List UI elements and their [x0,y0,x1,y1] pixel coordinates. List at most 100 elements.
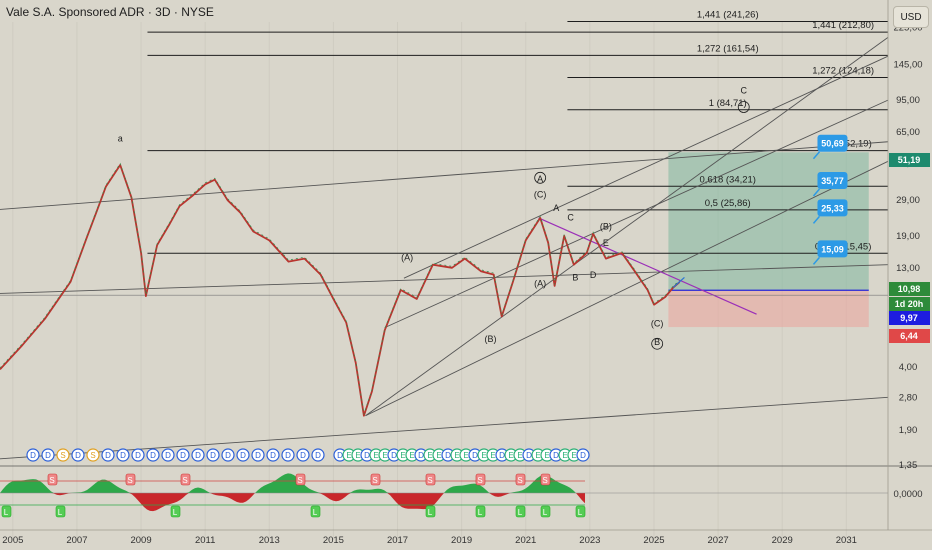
event-icon-letter: D [135,451,141,460]
event-icon [236,448,250,462]
x-tick-label: 2013 [259,535,280,546]
buy-marker-letter: L [518,508,523,517]
fib-label: 1,441 (212,80) [812,20,874,31]
event-icon-letter: D [75,451,81,460]
sell-marker-letter: S [542,476,547,485]
channel-line [0,396,889,460]
event-icon-letter: D [300,451,306,460]
price-tags: 51,19 10,98 1d 20h 9,97 6,44 [889,153,930,343]
oscillator-pane: S S S S S S S S S L L L L L L L L L [0,465,932,518]
event-icon [191,448,205,462]
fib-label: 1,272 (124,18) [812,66,874,77]
wave-label: (C) [534,189,547,199]
event-icon-letter: D [150,451,156,460]
event-icon [116,448,130,462]
event-icon-letter: D [210,451,216,460]
event-icon-letter: E [409,451,414,460]
target-callout-pointer [812,215,821,224]
wave-labels: a (A) (B) (C) A B C D E (A) (B) (C) A B C [118,85,750,350]
target-callout-label: 15,09 [821,244,844,254]
sell-marker-letter: S [182,476,187,485]
event-icon-letter: E [400,451,405,460]
event-icon [71,448,85,462]
price-line-overlay [0,162,680,415]
fib-label: 1,441 (241,26) [697,10,759,21]
event-icon-letter: D [270,451,276,460]
y-tick-label: 29,00 [896,195,920,206]
event-icon-letter: D [580,451,586,460]
trend-channels [0,37,889,460]
osc-tick-label: 0,0000 [893,489,922,500]
fib-label: 0,5 (25,86) [705,198,751,209]
fib-label: 0,618 (34,21) [699,174,756,185]
wave-label: C [567,212,574,222]
wave-label: (B) [484,334,496,344]
wave-label: a [118,134,123,144]
sell-marker-letter: S [297,476,302,485]
event-icon-letter: D [315,451,321,460]
buy-marker [540,505,551,518]
event-icon [311,448,325,462]
wave-label: B [572,272,578,282]
event-icon-letter: D [240,451,246,460]
chart-title: Vale S.A. Sponsored ADR · 3D · NYSE [6,5,214,19]
wave-label: (C) [651,318,664,328]
event-icon [281,448,295,462]
price-series [0,162,685,417]
event-icon-letter: E [571,451,576,460]
x-tick-label: 2029 [772,535,793,546]
oscillator-positive [0,473,585,493]
event-icon [86,448,100,462]
x-tick-label: 2031 [836,535,857,546]
y-tick-label: 145,00 [893,59,922,70]
target-callout-box [817,199,848,217]
currency-button[interactable]: USD [893,6,929,28]
sell-marker-letter: S [427,476,432,485]
event-icon-letter: D [364,451,370,460]
x-tick-label: 2015 [323,535,344,546]
x-tick-label: 2017 [387,535,408,546]
channel-line [365,160,889,417]
target-callouts: 50,69 35,77 25,33 15,09 [812,134,848,265]
buy-marker-letter: L [173,508,178,517]
sell-marker-letter: S [127,476,132,485]
sell-marker [540,473,551,486]
target-callout-label: 25,33 [821,203,844,213]
buy-marker [1,505,12,518]
price-tag-label: 9,97 [900,313,918,323]
event-icon-letter: E [436,451,441,460]
event-icon-letter: D [285,451,291,460]
buy-marker [515,505,526,518]
channel-line [403,55,889,279]
event-icon-letter: E [562,451,567,460]
buy-marker-letter: L [4,508,9,517]
wave-label: (B) [600,221,612,231]
y-tick-label: 13,00 [896,263,920,274]
sell-marker [515,473,526,486]
event-icon [176,448,190,462]
event-icon [206,448,220,462]
buy-marker-letter: L [578,508,583,517]
event-icon-letter: E [490,451,495,460]
y-tick-label: 2,80 [899,392,918,403]
wave-circle [651,337,664,350]
price-tag-label: 6,44 [900,331,918,341]
event-icon-letter: D [553,451,559,460]
buy-marker [425,505,436,518]
target-callout-box [817,134,848,152]
event-icon-letter: D [526,451,532,460]
event-icon [576,448,590,462]
sell-marker [47,473,58,486]
buy-marker-letter: L [313,508,318,517]
trendline-purple [538,217,757,315]
sell-marker [425,473,436,486]
target-callout-box [817,240,848,258]
target-callout-label: 50,69 [821,139,844,149]
sell-marker-letter: S [477,476,482,485]
buy-marker [475,505,486,518]
wave-circle [534,171,547,184]
price-tag-label: 1d 20h [895,299,924,309]
y-tick-label: 4,00 [899,362,918,373]
